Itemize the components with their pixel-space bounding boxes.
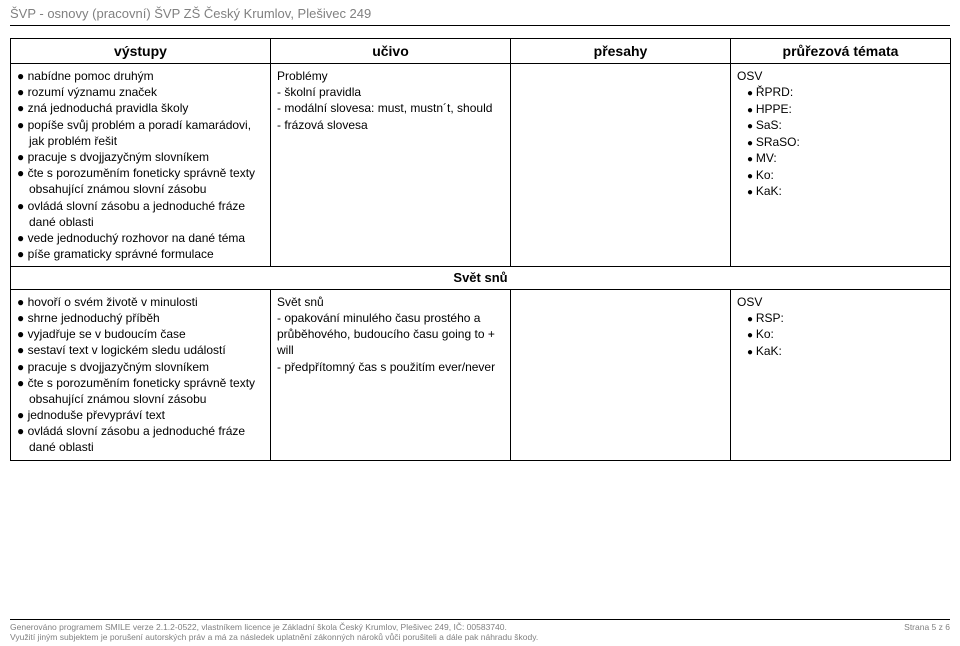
cell-prurezova-2: OSV RSP: Ko: KaK: bbox=[731, 289, 951, 460]
header-divider bbox=[10, 25, 950, 26]
ucivo-line: - modální slovesa: must, mustn´t, should bbox=[277, 100, 504, 116]
list-item: pracuje s dvojjazyčným slovníkem bbox=[17, 359, 264, 375]
list-item: popíše svůj problém a poradí kamarádovi,… bbox=[17, 117, 264, 149]
header-prurezova: průřezová témata bbox=[731, 39, 951, 64]
osv-label: OSV bbox=[737, 68, 944, 84]
cell-vystupy-2: hovoří o svém životě v minulosti shrne j… bbox=[11, 289, 271, 460]
ucivo-line: - frázová slovesa bbox=[277, 117, 504, 133]
osv-item: Ko: bbox=[747, 326, 944, 343]
osv-item: SRaSO: bbox=[747, 134, 944, 151]
table-row: nabídne pomoc druhým rozumí významu znač… bbox=[11, 64, 951, 267]
header-vystupy: výstupy bbox=[11, 39, 271, 64]
list-item: čte s porozuměním foneticky správně text… bbox=[17, 375, 264, 407]
table-row: hovoří o svém životě v minulosti shrne j… bbox=[11, 289, 951, 460]
cell-prurezova-1: OSV ŘPRD: HPPE: SaS: SRaSO: MV: Ko: KaK: bbox=[731, 64, 951, 267]
curriculum-table: výstupy učivo přesahy průřezová témata n… bbox=[10, 38, 951, 461]
table-header-row: výstupy učivo přesahy průřezová témata bbox=[11, 39, 951, 64]
page-header-title: ŠVP - osnovy (pracovní) ŠVP ZŠ Český Kru… bbox=[0, 0, 960, 25]
list-item: sestaví text v logickém sledu událostí bbox=[17, 342, 264, 358]
cell-ucivo-2: Svět snů - opakování minulého času prost… bbox=[271, 289, 511, 460]
list-item: vyjadřuje se v budoucím čase bbox=[17, 326, 264, 342]
list-item: shrne jednoduchý příběh bbox=[17, 310, 264, 326]
footer-page: Strana 5 z 6 bbox=[904, 622, 950, 642]
osv-item: RSP: bbox=[747, 310, 944, 327]
ucivo-title: Problémy bbox=[277, 68, 504, 84]
cell-presahy-1 bbox=[511, 64, 731, 267]
osv-item: SaS: bbox=[747, 117, 944, 134]
list-item: hovoří o svém životě v minulosti bbox=[17, 294, 264, 310]
section-label: Svět snů bbox=[11, 267, 951, 290]
osv-item: Ko: bbox=[747, 167, 944, 184]
osv-item: HPPE: bbox=[747, 101, 944, 118]
ucivo-line: - předpřítomný čas s použitím ever/never bbox=[277, 359, 504, 375]
ucivo-line: - opakování minulého času prostého a prů… bbox=[277, 310, 504, 359]
ucivo-line: - školní pravidla bbox=[277, 84, 504, 100]
list-item: rozumí významu značek bbox=[17, 84, 264, 100]
osv-label: OSV bbox=[737, 294, 944, 310]
cell-vystupy-1: nabídne pomoc druhým rozumí významu znač… bbox=[11, 64, 271, 267]
header-presahy: přesahy bbox=[511, 39, 731, 64]
page-footer: Generováno programem SMILE verze 2.1.2-0… bbox=[10, 619, 950, 642]
section-row: Svět snů bbox=[11, 267, 951, 290]
list-item: píše gramaticky správné formulace bbox=[17, 246, 264, 262]
cell-ucivo-1: Problémy - školní pravidla - modální slo… bbox=[271, 64, 511, 267]
list-item: jednoduše převypráví text bbox=[17, 407, 264, 423]
list-item: čte s porozuměním foneticky správně text… bbox=[17, 165, 264, 197]
osv-item: ŘPRD: bbox=[747, 84, 944, 101]
footer-line1: Generováno programem SMILE verze 2.1.2-0… bbox=[10, 622, 538, 632]
list-item: pracuje s dvojjazyčným slovníkem bbox=[17, 149, 264, 165]
list-item: nabídne pomoc druhým bbox=[17, 68, 264, 84]
footer-left: Generováno programem SMILE verze 2.1.2-0… bbox=[10, 622, 538, 642]
list-item: vede jednoduchý rozhovor na dané téma bbox=[17, 230, 264, 246]
osv-item: KaK: bbox=[747, 183, 944, 200]
footer-line2: Využití jiným subjektem je porušení auto… bbox=[10, 632, 538, 642]
osv-item: KaK: bbox=[747, 343, 944, 360]
header-ucivo: učivo bbox=[271, 39, 511, 64]
list-item: ovládá slovní zásobu a jednoduché fráze … bbox=[17, 423, 264, 455]
cell-presahy-2 bbox=[511, 289, 731, 460]
list-item: zná jednoduchá pravidla školy bbox=[17, 100, 264, 116]
osv-item: MV: bbox=[747, 150, 944, 167]
ucivo-title: Svět snů bbox=[277, 294, 504, 310]
list-item: ovládá slovní zásobu a jednoduché fráze … bbox=[17, 198, 264, 230]
